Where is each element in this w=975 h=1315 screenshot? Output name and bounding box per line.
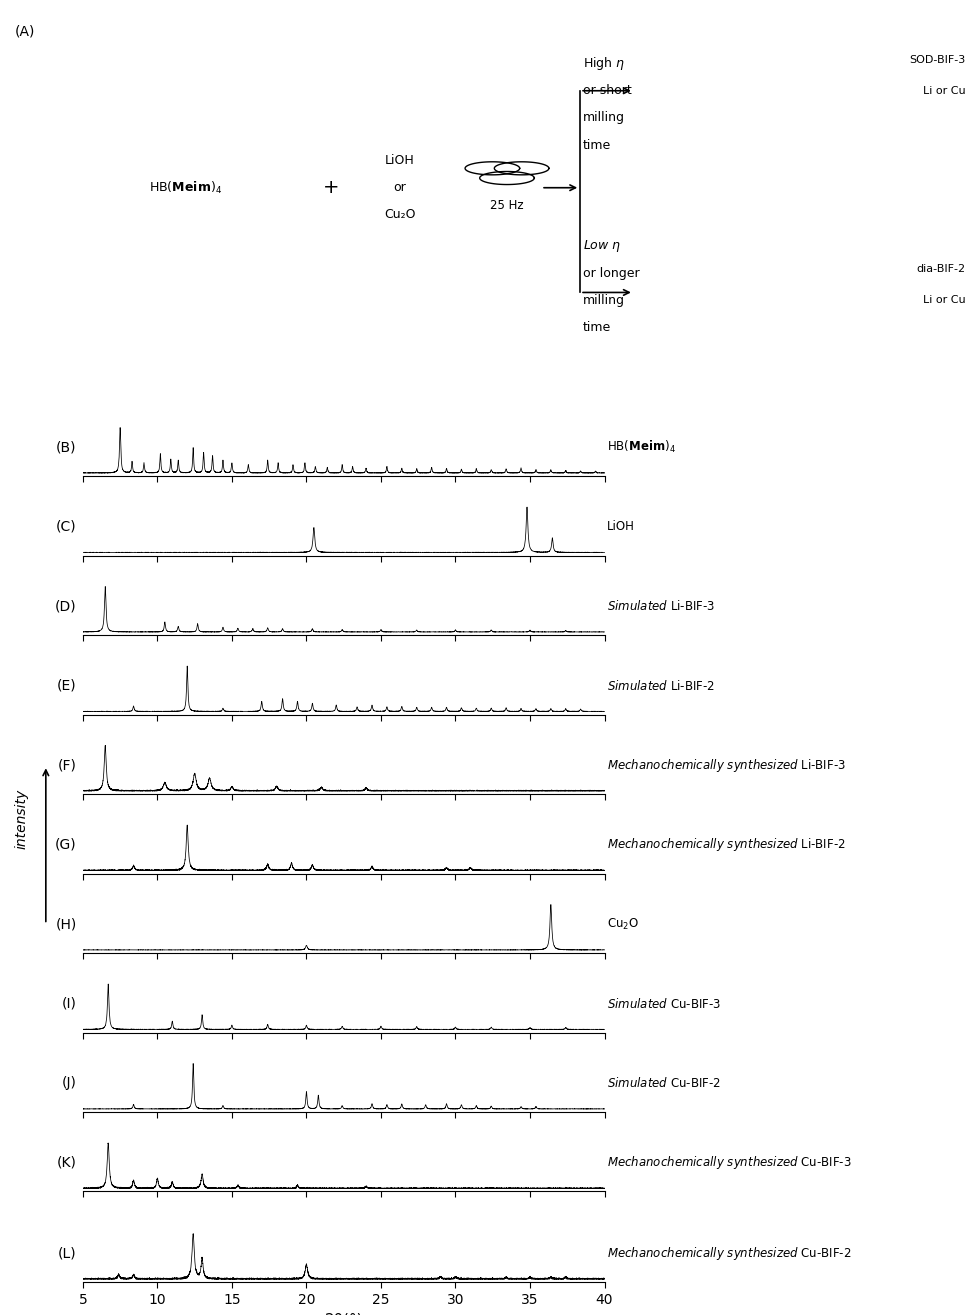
Text: (J): (J) bbox=[61, 1077, 77, 1090]
Text: milling: milling bbox=[583, 112, 625, 125]
Text: (D): (D) bbox=[55, 600, 77, 613]
Text: (I): (I) bbox=[61, 997, 77, 1011]
Text: (H): (H) bbox=[56, 918, 77, 931]
Text: $\it{Mechanochemically\ synthesized}$ Cu-BIF-2: $\it{Mechanochemically\ synthesized}$ Cu… bbox=[607, 1245, 851, 1262]
Text: or: or bbox=[393, 181, 407, 195]
X-axis label: 2θ(°): 2θ(°) bbox=[325, 1312, 363, 1315]
Text: milling: milling bbox=[583, 293, 625, 306]
Text: dia-BIF-2: dia-BIF-2 bbox=[916, 264, 965, 275]
Text: High $\it{η}$: High $\it{η}$ bbox=[583, 55, 625, 72]
Text: Cu$_2$O: Cu$_2$O bbox=[607, 917, 639, 932]
Text: intensity: intensity bbox=[15, 789, 28, 848]
Text: $\it{Mechanochemically\ synthesized}$ Li-BIF-2: $\it{Mechanochemically\ synthesized}$ Li… bbox=[607, 836, 845, 853]
Text: Li or Cu: Li or Cu bbox=[922, 85, 965, 96]
Text: HB($\mathbf{Meim}$)$_4$: HB($\mathbf{Meim}$)$_4$ bbox=[607, 439, 676, 455]
Text: $\it{Low\ η}$: $\it{Low\ η}$ bbox=[583, 238, 621, 254]
Text: $\it{Simulated}$ Cu-BIF-2: $\it{Simulated}$ Cu-BIF-2 bbox=[607, 1077, 721, 1090]
Text: +: + bbox=[324, 179, 339, 197]
Text: $\it{Simulated}$ Li-BIF-2: $\it{Simulated}$ Li-BIF-2 bbox=[607, 679, 716, 693]
Text: $\it{Mechanochemically\ synthesized}$ Li-BIF-3: $\it{Mechanochemically\ synthesized}$ Li… bbox=[607, 757, 846, 775]
Text: 25 Hz: 25 Hz bbox=[490, 200, 524, 212]
Text: (L): (L) bbox=[58, 1247, 77, 1261]
Text: LiOH: LiOH bbox=[607, 521, 635, 534]
Text: (F): (F) bbox=[58, 759, 77, 772]
Text: or longer: or longer bbox=[583, 267, 640, 280]
Text: LiOH: LiOH bbox=[385, 154, 414, 167]
Text: (G): (G) bbox=[55, 838, 77, 852]
Text: (E): (E) bbox=[57, 679, 77, 693]
Text: $\it{Mechanochemically\ synthesized}$ Cu-BIF-3: $\it{Mechanochemically\ synthesized}$ Cu… bbox=[607, 1155, 852, 1172]
Text: time: time bbox=[583, 138, 611, 151]
Text: Cu₂O: Cu₂O bbox=[384, 208, 415, 221]
Text: (A): (A) bbox=[15, 25, 35, 38]
Text: (B): (B) bbox=[57, 441, 77, 455]
Text: $\it{Simulated}$ Li-BIF-3: $\it{Simulated}$ Li-BIF-3 bbox=[607, 600, 716, 613]
Text: or short: or short bbox=[583, 84, 632, 97]
Text: (C): (C) bbox=[56, 519, 77, 534]
Text: Li or Cu: Li or Cu bbox=[922, 295, 965, 305]
Text: (K): (K) bbox=[57, 1156, 77, 1170]
Text: $\it{Simulated}$ Cu-BIF-3: $\it{Simulated}$ Cu-BIF-3 bbox=[607, 997, 722, 1011]
Text: HB($\mathbf{Meim}$)$_4$: HB($\mathbf{Meim}$)$_4$ bbox=[149, 180, 221, 196]
Text: SOD-BIF-3: SOD-BIF-3 bbox=[909, 55, 965, 64]
Text: time: time bbox=[583, 321, 611, 334]
